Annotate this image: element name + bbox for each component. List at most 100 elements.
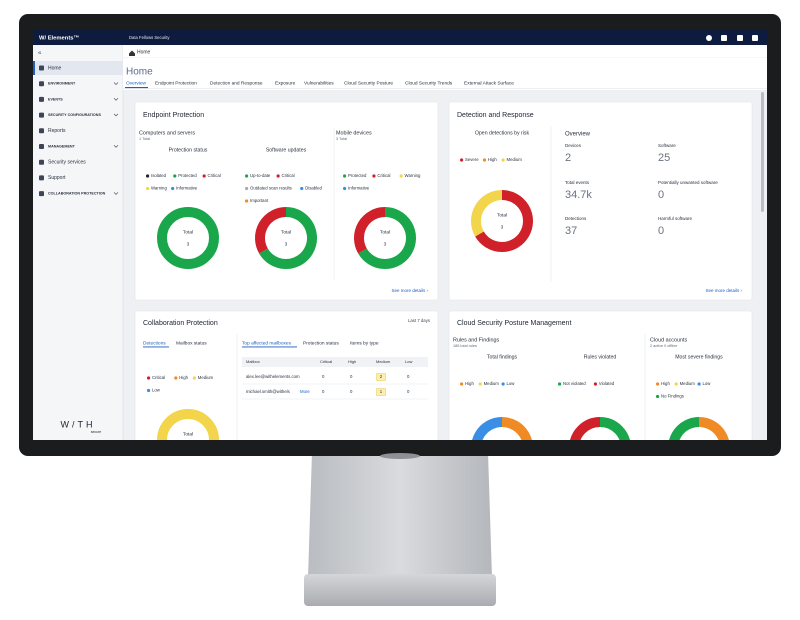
tab[interactable]: Cloud Security Trends	[405, 80, 453, 86]
tab[interactable]: Detection and Response	[210, 80, 263, 86]
nav-item[interactable]: Security services	[48, 160, 86, 166]
card-tab[interactable]: Mailbox status	[176, 340, 207, 346]
donut-segment	[698, 417, 729, 440]
stat-value: 2	[565, 152, 571, 164]
overview-title: Overview	[565, 132, 591, 138]
table-header: Low	[405, 359, 412, 364]
nav-icon	[39, 144, 44, 149]
nav-chevron	[113, 113, 119, 117]
legend-swatch	[147, 376, 151, 380]
legend-swatch	[245, 199, 249, 203]
card	[448, 310, 753, 440]
legend-label: Critical	[377, 173, 390, 178]
nav-selected	[33, 61, 123, 75]
legend-label: Important	[250, 198, 269, 203]
nav-icon	[39, 65, 44, 71]
legend-swatch	[174, 376, 178, 380]
table-cell: 0	[350, 389, 353, 394]
nav-item[interactable]: COLLABORATION PROTECTION	[48, 192, 106, 196]
see-more-link[interactable]: See more details ›	[705, 288, 742, 293]
stat-label: Software	[658, 143, 676, 148]
nav-item[interactable]: ENVIRONMENT	[48, 82, 76, 86]
card-tab[interactable]: Protection status	[303, 340, 339, 346]
legend-swatch	[146, 186, 150, 191]
legend-label: High	[465, 381, 474, 386]
legend-swatch	[372, 174, 376, 178]
stand-neck	[308, 452, 492, 578]
legend-label: Outdated scan results	[250, 186, 292, 191]
nav-icon	[39, 81, 44, 87]
legend-swatch	[245, 174, 249, 178]
nav-item[interactable]: Support	[48, 175, 66, 181]
nav-icon	[39, 159, 44, 165]
table-cell: 0	[322, 389, 325, 394]
legend-label: High	[488, 157, 497, 162]
breadcrumb[interactable]: Home	[137, 49, 151, 55]
stat-label: Potentially unwanted software	[658, 180, 718, 185]
top-icon[interactable]	[737, 35, 743, 41]
stat-value: 37	[565, 225, 577, 237]
legend-label: Low	[152, 388, 161, 393]
legend-label: Medium	[680, 381, 696, 386]
section-subtitle: 3 Total	[336, 137, 347, 141]
section-title: Cloud accounts	[650, 337, 687, 343]
card-title: Collaboration Protection	[143, 320, 218, 327]
tab[interactable]: Overview	[126, 80, 147, 86]
see-more-link[interactable]: See more details ›	[391, 288, 428, 293]
donut-center-value: 3	[187, 241, 190, 247]
vendor-logo-sub: secure	[91, 430, 102, 434]
card-tab[interactable]: Items by type	[350, 340, 379, 346]
nav-item[interactable]: EVENTS	[48, 97, 63, 101]
legend-swatch	[276, 174, 280, 178]
top-icon[interactable]	[752, 35, 758, 41]
nav-item[interactable]: Home	[48, 65, 62, 71]
nav-item[interactable]: SECURITY CONFIGURATIONS	[48, 113, 101, 117]
tab[interactable]: Exposure	[275, 80, 296, 86]
nav-chevron	[113, 145, 119, 148]
stat-value: 0	[658, 189, 664, 201]
chart-title: Most severe findings	[675, 354, 723, 360]
legend-label: Violated	[599, 381, 615, 386]
legend-label: Protected	[348, 173, 367, 178]
legend-label: Critical	[152, 375, 165, 380]
page-title: Home	[126, 67, 153, 78]
chart-title: Total findings	[487, 354, 518, 360]
legend-label: Disabled	[305, 186, 322, 191]
stat-label: Detections	[565, 216, 587, 221]
legend-swatch	[697, 382, 701, 386]
tab[interactable]: External Attack Surface	[464, 80, 514, 86]
more-link[interactable]: More	[300, 389, 310, 394]
donut-center-label: Total	[595, 439, 605, 445]
brand: W/ Elements™	[39, 36, 79, 42]
vendor-logo: W/TH	[61, 419, 96, 429]
legend-label: Isolated	[151, 173, 167, 178]
card-tab[interactable]: Detections	[143, 340, 166, 346]
tab[interactable]: Vulnerabilities	[304, 80, 334, 86]
legend-swatch	[173, 174, 177, 178]
table-cell: michael.smith@withels	[246, 389, 290, 394]
legend-label: Low	[507, 381, 516, 386]
tab[interactable]: Endpoint Protection	[155, 80, 197, 86]
nav-icon	[39, 96, 44, 102]
donut-segment	[255, 207, 287, 254]
collapse-button[interactable]: «	[38, 51, 42, 57]
nav-item[interactable]: Reports	[48, 128, 66, 134]
section-title: Mobile devices	[336, 130, 372, 136]
legend-swatch	[343, 186, 347, 191]
legend-swatch	[171, 186, 175, 191]
table-header: Critical	[320, 359, 332, 364]
card-tab[interactable]: Top affected mailboxes	[242, 340, 292, 346]
nav-item[interactable]: MANAGEMENT	[48, 144, 76, 148]
section-subtitle: 185 total rules	[453, 344, 477, 348]
donut-segment	[570, 417, 601, 440]
donut-segment	[157, 409, 219, 440]
legend-label: Warning	[405, 173, 421, 178]
donut-center-label: Total	[694, 439, 704, 445]
legend-label: Medium	[484, 381, 500, 386]
donut-segment	[475, 190, 533, 252]
table-header: High	[348, 359, 356, 364]
tab[interactable]: Cloud Security Posture	[344, 80, 393, 86]
top-icon[interactable]	[721, 35, 727, 41]
top-icon[interactable]	[706, 35, 712, 41]
donut-segment	[669, 417, 700, 440]
